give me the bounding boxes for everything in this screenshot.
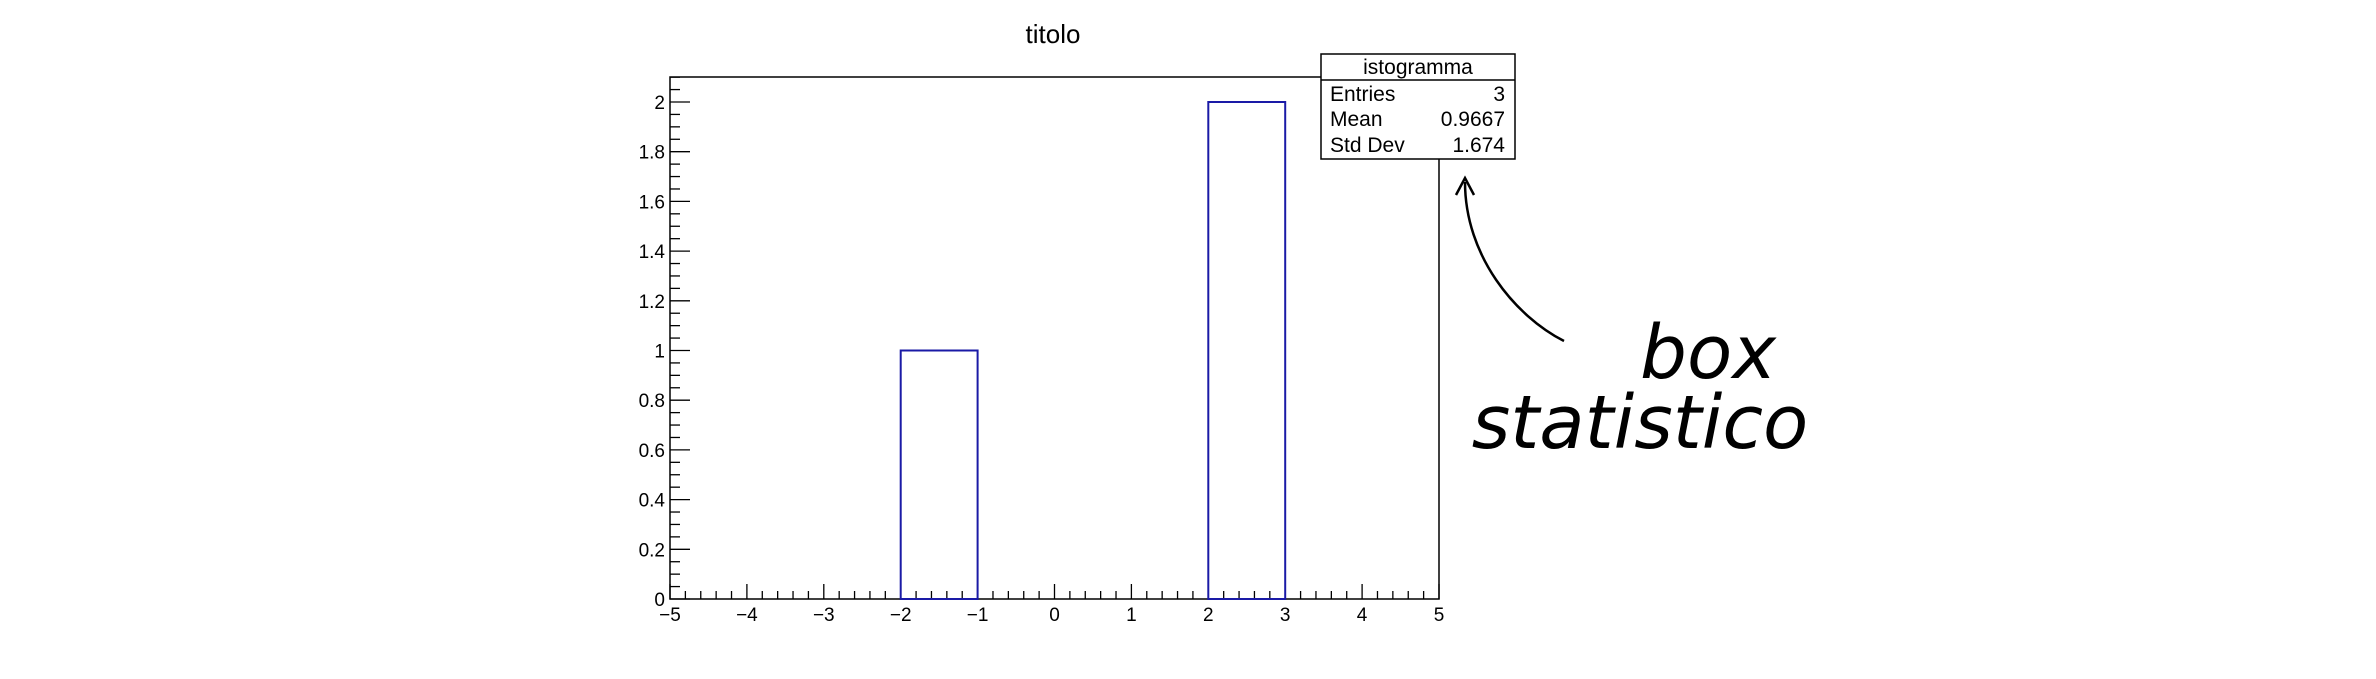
histogram-bars bbox=[899, 101, 1287, 600]
y-tick-label: 1.6 bbox=[639, 192, 665, 213]
axis-tick-labels: −5 −4 −3 −2 −1 0 1 2 3 4 5 0 0.2 0.4 0.6 0.8 1 1.2 1.4 1.6 1… bbox=[639, 93, 1445, 626]
x-tick-label: −4 bbox=[736, 605, 758, 626]
x-tick-label: −1 bbox=[967, 605, 989, 626]
y-tick-label: 0.8 bbox=[639, 391, 665, 412]
y-tick-label: 1.8 bbox=[639, 143, 665, 164]
stats-stddev-label: Std Dev bbox=[1330, 134, 1405, 157]
x-tick-label: 3 bbox=[1280, 605, 1291, 626]
y-tick-label: 0 bbox=[654, 590, 665, 611]
y-tick-label: 2 bbox=[654, 93, 665, 114]
axis-ticks bbox=[669, 76, 1440, 600]
x-tick-label: −2 bbox=[890, 605, 912, 626]
x-tick-label: 5 bbox=[1434, 605, 1445, 626]
stats-box-name: istogramma bbox=[1363, 56, 1473, 79]
stats-box-border bbox=[1320, 53, 1516, 160]
annotation-line-2: statistico bbox=[1472, 380, 1809, 466]
histogram-bin bbox=[1207, 101, 1287, 600]
stats-entries-label: Entries bbox=[1330, 83, 1395, 106]
stats-box-annotation: box statistico bbox=[1454, 175, 1809, 466]
stats-mean-value: 0.9667 bbox=[1441, 108, 1505, 131]
histogram-bin bbox=[899, 349, 979, 600]
y-tick-label: 0.6 bbox=[639, 441, 665, 462]
stats-entries-value: 3 bbox=[1493, 83, 1505, 106]
x-tick-label: 2 bbox=[1203, 605, 1214, 626]
y-tick-label: 0.4 bbox=[639, 491, 666, 512]
y-tick-label: 1.2 bbox=[639, 292, 665, 313]
x-tick-label: −5 bbox=[659, 605, 681, 626]
y-tick-label: 1.4 bbox=[639, 242, 666, 263]
chart-title: titolo bbox=[1026, 19, 1081, 49]
annotation-line-1: box bbox=[1640, 310, 1777, 396]
annotation-arrow-curve bbox=[1463, 181, 1565, 343]
x-tick-label: 4 bbox=[1357, 605, 1368, 626]
stats-stddev-value: 1.674 bbox=[1452, 134, 1505, 157]
stats-box: istogramma Entries 3 Mean 0.9667 Std Dev… bbox=[1320, 53, 1516, 160]
stats-mean-label: Mean bbox=[1330, 108, 1383, 131]
y-tick-label: 0.2 bbox=[639, 540, 665, 561]
x-tick-label: −3 bbox=[813, 605, 835, 626]
x-tick-label: 0 bbox=[1049, 605, 1060, 626]
y-tick-label: 1 bbox=[654, 342, 665, 363]
annotation-arrow-head bbox=[1454, 175, 1476, 196]
x-tick-label: 1 bbox=[1126, 605, 1137, 626]
